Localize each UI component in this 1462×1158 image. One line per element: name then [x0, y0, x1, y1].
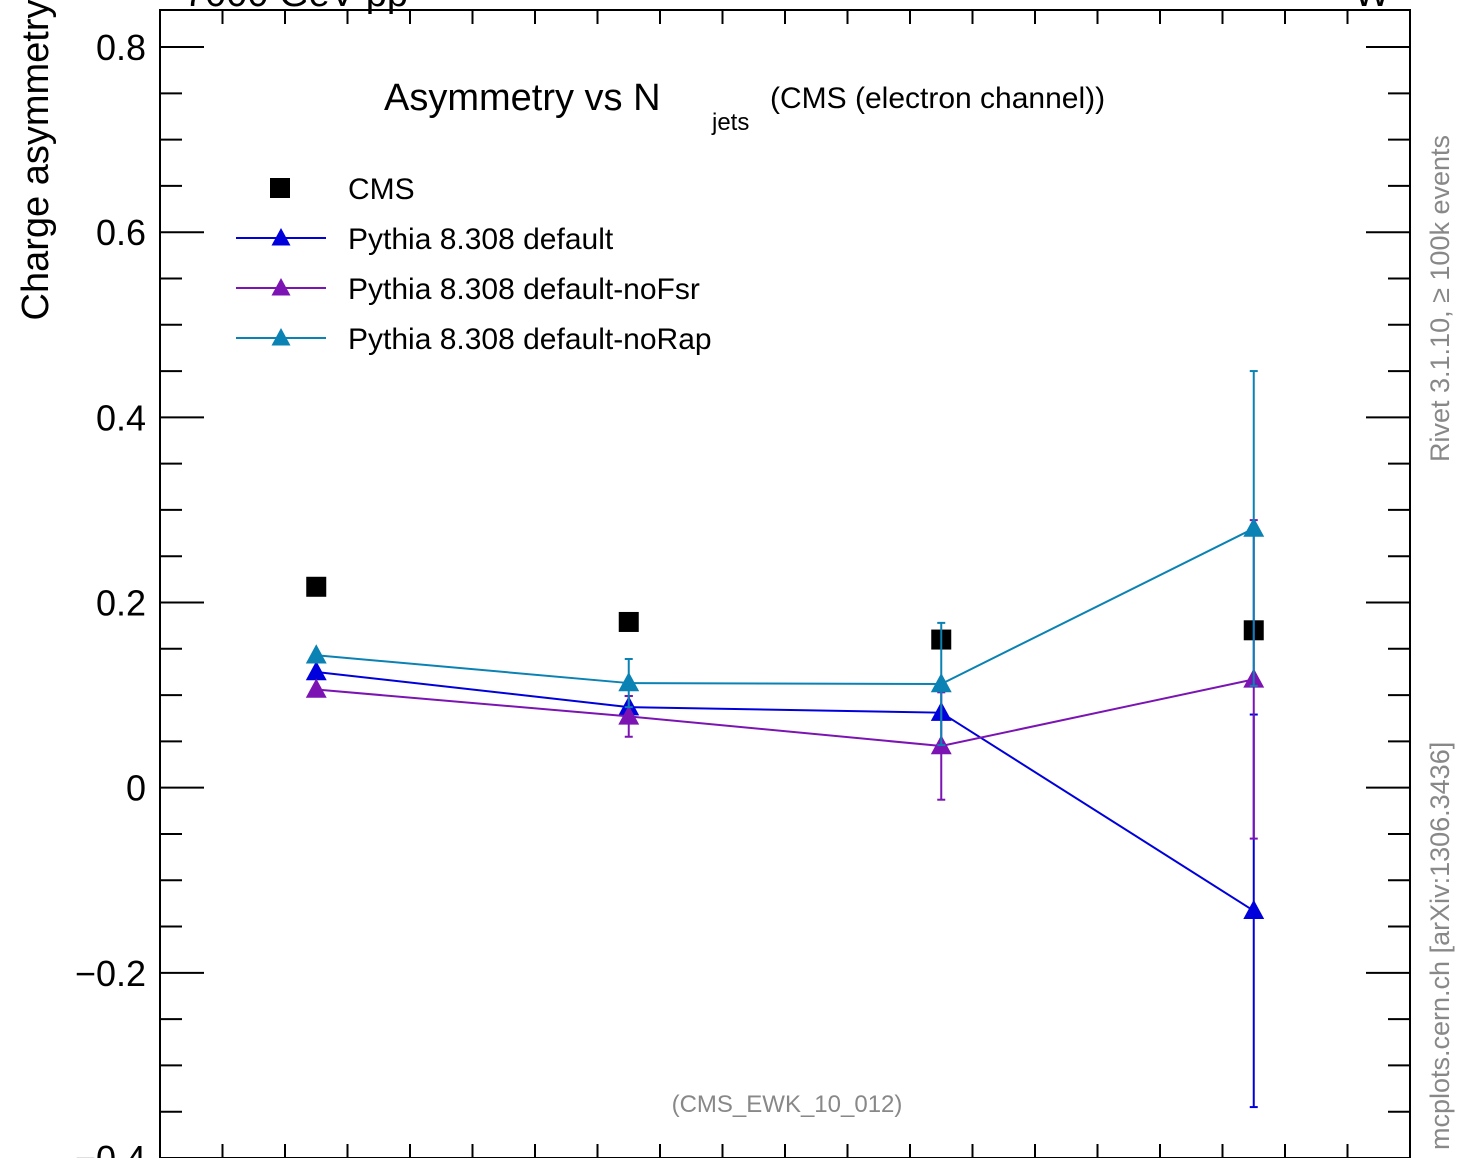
legend-label: Pythia 8.308 default-noFsr — [348, 273, 700, 306]
analysis-id: (CMS_EWK_10_012) — [672, 1091, 903, 1118]
legend-marker — [271, 228, 291, 246]
mcplots-label: mcplots.cern.ch [arXiv:1306.3436] — [1425, 742, 1455, 1150]
chart-title: Asymmetry vs N jets (CMS (electron chann… — [384, 77, 1105, 136]
series-0 — [306, 576, 1264, 650]
series-line — [316, 678, 1254, 748]
series-line — [316, 670, 1255, 912]
y-axis-label: Charge asymmetry — [15, 0, 57, 320]
chart-title-main: Asymmetry vs N — [384, 77, 661, 119]
header-right: W — [1354, 0, 1390, 15]
legend-label: CMS — [348, 173, 415, 206]
chart-title-suffix: (CMS (electron channel)) — [770, 82, 1105, 115]
rivet-label: Rivet 3.1.10, ≥ 100k events — [1425, 135, 1455, 462]
data-point — [306, 576, 327, 597]
series-1 — [305, 660, 1265, 1109]
legend-marker — [270, 178, 290, 198]
data-point — [618, 611, 639, 632]
y-tick-label: 0.6 — [96, 212, 146, 253]
header-left: 7000 GeV pp — [184, 0, 408, 15]
legend-item: Pythia 8.308 default-noRap — [236, 323, 712, 356]
data-point — [618, 705, 640, 725]
series-line — [316, 527, 1255, 685]
y-tick-label: −0.2 — [75, 953, 146, 994]
data-layer — [305, 370, 1265, 1109]
series-2 — [305, 519, 1265, 840]
data-point — [305, 678, 327, 698]
legend: CMS Pythia 8.308 default Pythia 8.308 defa… — [236, 173, 712, 356]
legend-item: CMS — [270, 173, 415, 206]
legend-label: Pythia 8.308 default-noRap — [348, 323, 712, 356]
chart-title-subscript: jets — [711, 109, 749, 136]
legend-item: Pythia 8.308 default — [236, 223, 614, 256]
series-3 — [305, 370, 1265, 747]
legend-label: Pythia 8.308 default — [348, 223, 614, 256]
data-point — [305, 644, 327, 664]
legend-item: Pythia 8.308 default-noFsr — [236, 273, 700, 306]
legend-marker — [271, 328, 291, 346]
data-point — [618, 672, 640, 692]
data-point — [1243, 899, 1265, 920]
data-point — [305, 660, 327, 681]
y-tick-label: −0.4 — [75, 1138, 146, 1158]
data-point — [930, 672, 952, 693]
y-tick-labels: −0.4 −0.2 0 0.2 0.4 0.6 0.8 — [75, 27, 146, 1158]
y-tick-label: 0.4 — [96, 397, 146, 438]
data-point — [1243, 517, 1265, 537]
axes — [159, 9, 1411, 1158]
y-tick-label: 0.2 — [96, 583, 146, 624]
y-tick-label: 0.8 — [96, 27, 146, 68]
y-tick-label: 0 — [126, 768, 146, 809]
legend-marker — [271, 278, 291, 296]
